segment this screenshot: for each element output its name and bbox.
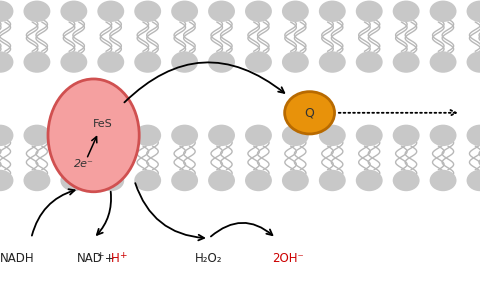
Ellipse shape: [393, 1, 420, 22]
Ellipse shape: [60, 51, 87, 73]
Ellipse shape: [97, 1, 124, 22]
Ellipse shape: [282, 170, 309, 191]
Ellipse shape: [319, 170, 346, 191]
Ellipse shape: [24, 1, 50, 22]
Ellipse shape: [60, 170, 87, 191]
Ellipse shape: [0, 1, 13, 22]
Ellipse shape: [245, 1, 272, 22]
Text: 2e⁻: 2e⁻: [74, 158, 94, 169]
Ellipse shape: [356, 1, 383, 22]
Text: 2OH⁻: 2OH⁻: [272, 252, 304, 265]
Ellipse shape: [467, 125, 480, 146]
Ellipse shape: [356, 125, 383, 146]
Ellipse shape: [24, 51, 50, 73]
Text: NADH: NADH: [0, 252, 34, 265]
Ellipse shape: [208, 1, 235, 22]
Ellipse shape: [48, 79, 139, 192]
Ellipse shape: [393, 125, 420, 146]
Ellipse shape: [319, 1, 346, 22]
Ellipse shape: [0, 125, 13, 146]
Ellipse shape: [467, 51, 480, 73]
Ellipse shape: [24, 125, 50, 146]
Ellipse shape: [134, 125, 161, 146]
Ellipse shape: [208, 51, 235, 73]
Ellipse shape: [285, 92, 335, 134]
Ellipse shape: [134, 1, 161, 22]
Ellipse shape: [282, 51, 309, 73]
Ellipse shape: [60, 125, 87, 146]
Ellipse shape: [430, 1, 456, 22]
Ellipse shape: [171, 1, 198, 22]
Text: +: +: [96, 251, 104, 260]
Ellipse shape: [467, 1, 480, 22]
Ellipse shape: [97, 51, 124, 73]
Ellipse shape: [430, 125, 456, 146]
Ellipse shape: [134, 51, 161, 73]
Text: +: +: [101, 252, 118, 265]
Ellipse shape: [97, 125, 124, 146]
Ellipse shape: [134, 170, 161, 191]
Text: H: H: [111, 252, 120, 265]
Ellipse shape: [282, 125, 309, 146]
Ellipse shape: [430, 170, 456, 191]
Ellipse shape: [356, 170, 383, 191]
Ellipse shape: [356, 51, 383, 73]
Ellipse shape: [97, 170, 124, 191]
Ellipse shape: [24, 170, 50, 191]
Text: Q: Q: [305, 106, 314, 119]
Ellipse shape: [282, 1, 309, 22]
Text: +: +: [119, 251, 127, 260]
Ellipse shape: [245, 51, 272, 73]
Ellipse shape: [467, 170, 480, 191]
Ellipse shape: [245, 170, 272, 191]
Ellipse shape: [208, 125, 235, 146]
Ellipse shape: [171, 51, 198, 73]
Ellipse shape: [171, 125, 198, 146]
Ellipse shape: [319, 51, 346, 73]
Ellipse shape: [245, 125, 272, 146]
Ellipse shape: [0, 170, 13, 191]
Text: FeS: FeS: [93, 119, 113, 129]
Ellipse shape: [208, 170, 235, 191]
Text: NAD: NAD: [77, 252, 103, 265]
Ellipse shape: [393, 170, 420, 191]
Ellipse shape: [393, 51, 420, 73]
Ellipse shape: [60, 1, 87, 22]
Text: H₂O₂: H₂O₂: [195, 252, 223, 265]
Ellipse shape: [319, 125, 346, 146]
Ellipse shape: [171, 170, 198, 191]
Ellipse shape: [0, 51, 13, 73]
Ellipse shape: [430, 51, 456, 73]
